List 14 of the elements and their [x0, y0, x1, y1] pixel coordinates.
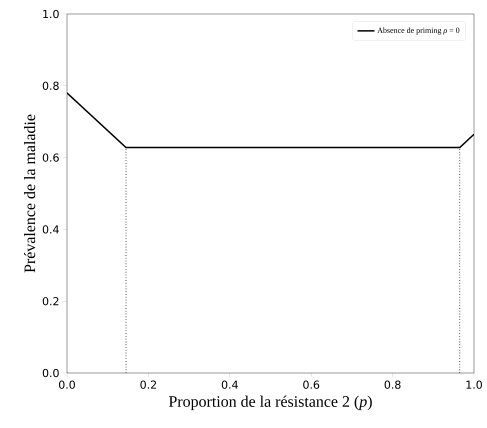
x-tick-label: 0.6	[303, 380, 320, 389]
x-tick-label: 0.4	[222, 380, 238, 389]
y-tick-label: 1.0	[43, 10, 59, 18]
y-tick-label: 0.4	[42, 225, 59, 234]
x-tick-label: 0.8	[384, 380, 401, 389]
y-tick-label: 0.8	[42, 82, 59, 90]
x-axis-title: Proportion de la résistance 2 (p)	[168, 396, 372, 410]
x-tick-label: 0.2	[140, 380, 156, 389]
x-tick-label: 1.0	[466, 380, 482, 389]
y-axis-title: Prévalence de la maladie	[24, 114, 36, 272]
y-tick-label: 0.2	[42, 297, 58, 306]
x-tick-label: 0.0	[59, 380, 75, 389]
y-tick-label: 0.6	[42, 153, 59, 162]
y-tick-label: 0.0	[42, 368, 59, 378]
